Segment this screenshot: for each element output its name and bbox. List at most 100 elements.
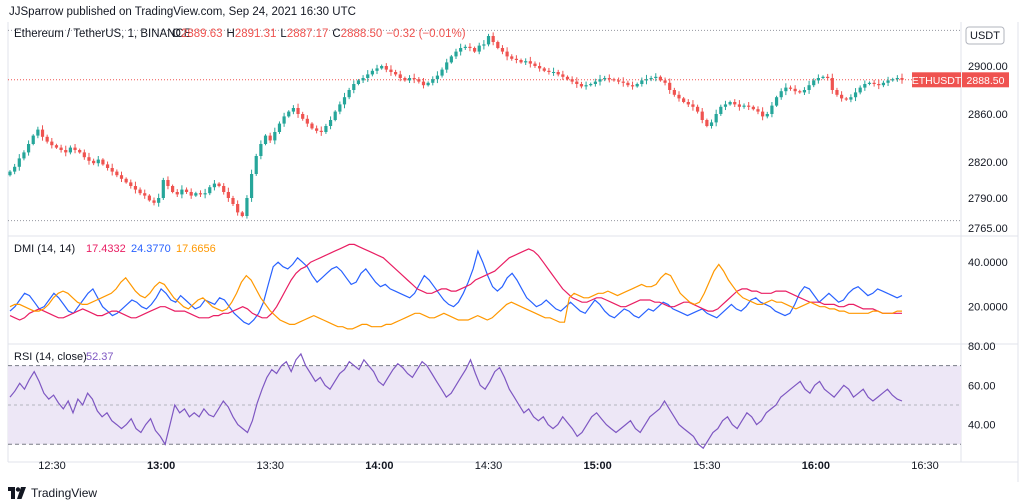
tradingview-logo-icon bbox=[8, 487, 26, 499]
candle-body bbox=[821, 76, 825, 78]
candle-body bbox=[236, 204, 240, 213]
dmi-tick-label: 40.0000 bbox=[968, 257, 1008, 269]
dmi-minus-di-value: 24.3770 bbox=[131, 243, 171, 255]
candle-body bbox=[394, 72, 398, 75]
candle-body bbox=[486, 36, 491, 45]
candle-body bbox=[268, 135, 272, 141]
candle-body bbox=[872, 82, 876, 84]
price-tick-label: 2860.00 bbox=[968, 109, 1008, 121]
dmi-plus-di-value: 17.4332 bbox=[86, 243, 126, 255]
candle-body bbox=[115, 171, 119, 176]
candle-body bbox=[203, 193, 207, 195]
candle-body bbox=[849, 97, 853, 100]
candle-body bbox=[784, 87, 788, 92]
symbol-tag-label: ETHUSDT bbox=[912, 75, 962, 87]
candle-body bbox=[212, 183, 217, 188]
candle-body bbox=[589, 84, 593, 86]
publish-header: JJSparrow published on TradingView.com, … bbox=[0, 0, 1024, 22]
chart-area[interactable]: Ethereum / TetherUS, 1, BINANCE O2889.63… bbox=[0, 22, 1024, 482]
candle-body bbox=[296, 108, 300, 114]
rsi-pane[interactable]: RSI (14, close) 52.37 80.00 60.00 40.00 bbox=[8, 341, 996, 450]
candle-body bbox=[431, 79, 435, 83]
candle-body bbox=[603, 78, 607, 80]
candle-body bbox=[338, 104, 342, 112]
candle-body bbox=[593, 81, 597, 84]
candle-body bbox=[658, 76, 663, 81]
candle-body bbox=[621, 81, 625, 83]
candle-body bbox=[445, 62, 449, 70]
tradingview-logo[interactable]: TradingView bbox=[8, 486, 97, 500]
candle-body bbox=[630, 85, 635, 87]
candle-body bbox=[626, 82, 630, 86]
candle-body bbox=[333, 111, 337, 120]
publish-info: JJSparrow published on TradingView.com, … bbox=[9, 6, 356, 18]
time-tick-label: 14:00 bbox=[365, 460, 393, 472]
price-pane[interactable]: Ethereum / TetherUS, 1, BINANCE O2889.63… bbox=[8, 26, 1009, 235]
candle-body bbox=[654, 76, 658, 78]
tradingview-brand: TradingView bbox=[31, 486, 98, 500]
candle-body bbox=[301, 114, 305, 119]
time-axis[interactable]: 12:30 13:00 13:30 14:00 14:30 15:00 15:30 16:00… bbox=[38, 460, 939, 472]
candle-body bbox=[649, 78, 653, 80]
candle-body bbox=[110, 168, 114, 172]
candle-body bbox=[180, 189, 184, 195]
candle-body bbox=[412, 78, 416, 80]
price-tick-label: 2790.00 bbox=[968, 193, 1008, 205]
rsi-axis-ticks: 80.00 60.00 40.00 bbox=[968, 341, 996, 432]
time-tick-label: 13:00 bbox=[147, 460, 175, 472]
dmi-pane[interactable]: DMI (14, 14) 17.4332 24.3770 17.6656 40.… bbox=[9, 243, 1008, 330]
candle-body bbox=[533, 63, 537, 66]
candle-body bbox=[695, 106, 700, 112]
candle-body bbox=[226, 192, 230, 198]
ohlc-values: O2889.63 H2891.31 L2887.17 C2888.50 −0.32 (−… bbox=[172, 28, 466, 40]
time-tick-label: 13:30 bbox=[256, 460, 284, 472]
price-tick-label: 2900.00 bbox=[968, 61, 1008, 73]
candle-body bbox=[677, 94, 681, 99]
candle-body bbox=[222, 186, 226, 192]
candle-body bbox=[217, 183, 221, 186]
candle-body bbox=[514, 58, 518, 60]
candle-body bbox=[877, 84, 881, 86]
candle-body bbox=[421, 81, 426, 86]
candle-body bbox=[198, 193, 203, 195]
candle-body bbox=[208, 187, 212, 194]
candle-body bbox=[366, 74, 370, 78]
candle-body bbox=[542, 68, 546, 71]
candle-body bbox=[826, 76, 830, 78]
candle-body bbox=[519, 60, 523, 63]
candle-body bbox=[189, 192, 193, 196]
candle-body bbox=[705, 120, 709, 126]
candle-body bbox=[143, 193, 147, 196]
candle-body bbox=[417, 79, 421, 82]
candle-body bbox=[22, 152, 26, 159]
candle-body bbox=[259, 144, 263, 156]
candle-body bbox=[607, 78, 611, 80]
candle-body bbox=[101, 159, 105, 165]
candle-body bbox=[157, 198, 161, 203]
candle-body bbox=[277, 123, 282, 132]
candle-body bbox=[700, 111, 704, 120]
candlestick-series bbox=[8, 32, 904, 219]
candle-body bbox=[249, 174, 254, 198]
candle-body bbox=[119, 175, 124, 179]
candle-body bbox=[761, 111, 765, 117]
candle-body bbox=[863, 84, 867, 88]
candle-body bbox=[129, 182, 133, 186]
time-tick-label: 15:00 bbox=[584, 460, 612, 472]
time-tick-label: 16:30 bbox=[911, 460, 939, 472]
candle-body bbox=[82, 152, 86, 158]
candle-body bbox=[779, 91, 783, 98]
candle-body bbox=[92, 160, 96, 164]
candle-body bbox=[858, 87, 862, 93]
candle-body bbox=[59, 147, 63, 150]
candle-body bbox=[788, 87, 793, 89]
time-tick-label: 15:30 bbox=[693, 460, 721, 472]
dmi-series bbox=[9, 243, 903, 330]
candle-body bbox=[459, 48, 463, 52]
candle-body bbox=[774, 97, 779, 106]
candle-body bbox=[282, 116, 286, 124]
candle-body bbox=[454, 51, 458, 57]
candle-body bbox=[124, 178, 128, 183]
currency-badge[interactable]: USDT bbox=[965, 26, 1005, 45]
candle-body bbox=[547, 70, 551, 72]
